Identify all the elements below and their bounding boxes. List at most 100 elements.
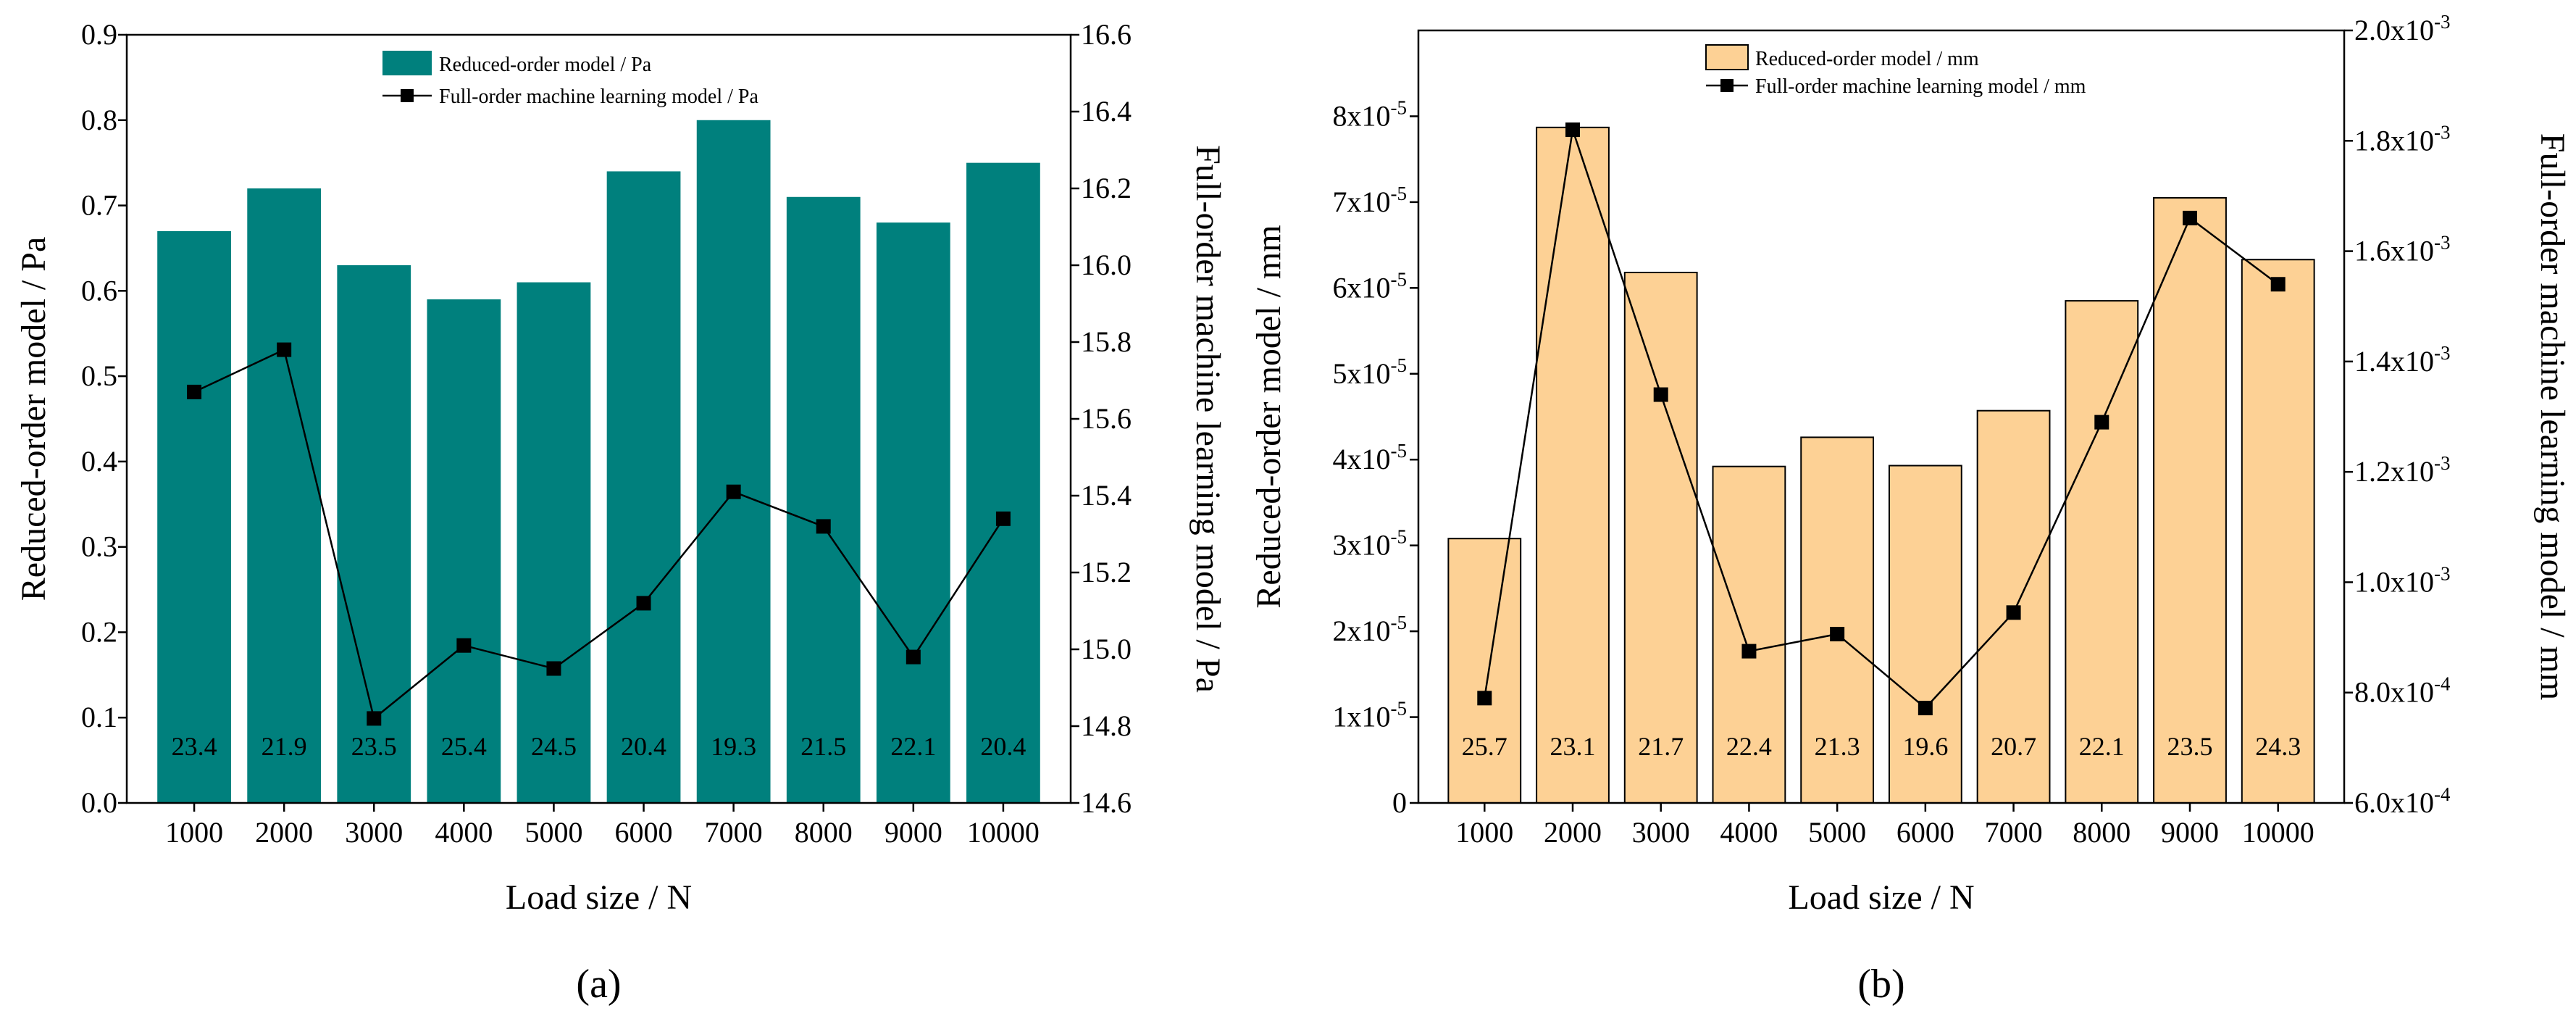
bar-label: 21.3	[1815, 732, 1860, 761]
legend-label: Reduced-order model / Pa	[439, 54, 652, 76]
y2-tick-label-base: 1.2x10	[2354, 455, 2434, 488]
y-tick-label-exp: -5	[1391, 612, 1408, 633]
y2-tick-label: 1.0x10-3	[2354, 562, 2451, 598]
y2-tick-label: 16.6	[1081, 18, 1132, 51]
y-tick-label-base: 5x10	[1333, 357, 1391, 390]
y2-tick-label-base: 1.0x10	[2354, 565, 2434, 598]
line-point	[1830, 627, 1845, 642]
bar-label: 25.7	[1462, 732, 1507, 761]
legend-swatch-marker	[1720, 79, 1734, 92]
x-tick-label: 2000	[255, 816, 313, 849]
x-tick-label: 8000	[2073, 816, 2130, 849]
y-tick-label-exp: -5	[1391, 268, 1408, 290]
bar-label: 24.3	[2255, 732, 2301, 761]
y2-tick-label-exp: -3	[2434, 562, 2451, 584]
y2-tick-label: 15.2	[1081, 556, 1132, 588]
bar-label: 21.9	[262, 732, 307, 761]
line-point	[2006, 605, 2021, 620]
y2-tick-label: 16.2	[1081, 172, 1132, 204]
line-point	[1653, 387, 1668, 402]
y2-tick-label: 2.0x10-3	[2354, 11, 2451, 46]
bar	[786, 196, 861, 803]
bar-label: 22.1	[890, 732, 936, 761]
y-tick-label-exp: -5	[1391, 440, 1408, 462]
bar-label: 23.1	[1550, 732, 1596, 761]
y-tick-label-exp: -5	[1391, 526, 1408, 548]
y-tick-label: 3x10-5	[1333, 526, 1408, 562]
y2-tick-label: 15.4	[1081, 479, 1132, 512]
y-tick-label-base: 6x10	[1333, 271, 1391, 304]
bar-label: 23.4	[172, 732, 217, 761]
y-tick-label: 5x10-5	[1333, 354, 1408, 390]
line-series	[1484, 129, 2279, 709]
y-tick-label: 6x10-5	[1333, 268, 1408, 304]
bar	[517, 282, 591, 803]
y2-tick-label-base: 8.0x10	[2354, 676, 2434, 709]
x-tick-label: 5000	[524, 816, 582, 849]
y-tick-label: 7x10-5	[1333, 183, 1408, 218]
x-tick-label: 5000	[1808, 816, 1866, 849]
y2-tick-label-base: 1.6x10	[2354, 235, 2434, 267]
bar-label: 22.1	[2079, 732, 2125, 761]
y2-tick-label-exp: -4	[2434, 783, 2451, 805]
x-tick-label: 6000	[615, 816, 673, 849]
y-tick-label: 0.9	[81, 18, 117, 51]
y-tick-label: 2x10-5	[1333, 612, 1408, 647]
y2-tick-label: 8.0x10-4	[2354, 673, 2451, 709]
bar	[876, 222, 950, 804]
x-tick-label: 9000	[885, 816, 942, 849]
line-point	[456, 638, 472, 653]
x-tick-label: 7000	[705, 816, 763, 849]
y-tick-label: 0	[1392, 786, 1407, 819]
bar	[966, 162, 1040, 803]
line-point	[1477, 691, 1492, 706]
y-tick-label-base: 0	[1392, 786, 1407, 819]
y-tick-label-base: 3x10	[1333, 529, 1391, 562]
bar	[2153, 196, 2227, 804]
bar-label: 22.4	[1726, 732, 1772, 761]
panel-caption: (a)	[576, 962, 621, 1007]
y-tick-label: 0.7	[81, 189, 117, 222]
y2-tick-label: 16.0	[1081, 249, 1132, 281]
bar-label: 20.4	[621, 732, 666, 761]
y-tick-label: 0.2	[81, 615, 117, 648]
x-axis-title: Load size / N	[506, 878, 692, 917]
y2-tick-label-base: 1.4x10	[2354, 345, 2434, 378]
bar	[606, 171, 681, 803]
y2-tick-label: 14.6	[1081, 786, 1132, 819]
y-tick-label: 0.0	[81, 786, 117, 819]
line-point	[187, 384, 202, 399]
line-point	[636, 596, 651, 611]
bar-label: 21.5	[800, 732, 846, 761]
bar-label: 20.4	[980, 732, 1026, 761]
bar-label: 24.5	[531, 732, 577, 761]
y2-tick-label-exp: -3	[2434, 121, 2451, 143]
legend-label: Full-order machine learning model / mm	[1755, 75, 2086, 98]
x-tick-label: 1000	[1455, 816, 1513, 849]
legend-label: Full-order machine learning model / Pa	[439, 86, 758, 108]
line-point	[1565, 122, 1580, 138]
bar	[1536, 126, 1610, 804]
y-tick-label: 8x10-5	[1333, 96, 1408, 132]
y-tick-label: 0.4	[81, 445, 117, 478]
y-tick-label-exp: -5	[1391, 698, 1408, 720]
bar	[1447, 538, 1522, 804]
y-tick-label-base: 2x10	[1333, 615, 1391, 647]
x-tick-label: 2000	[1544, 816, 1602, 849]
y-tick-label-base: 4x10	[1333, 443, 1391, 475]
line-point	[726, 484, 741, 499]
bar	[427, 299, 501, 804]
x-tick-label: 10000	[967, 816, 1040, 849]
bar-label: 19.3	[711, 732, 756, 761]
x-tick-label: 10000	[2242, 816, 2314, 849]
legend-label: Reduced-order model / mm	[1755, 48, 1979, 70]
y-tick-label: 1x10-5	[1333, 698, 1408, 733]
x-tick-label: 1000	[165, 816, 223, 849]
y2-tick-label: 1.4x10-3	[2354, 342, 2451, 378]
legend-swatch-marker	[401, 89, 414, 102]
panel-caption: (b)	[1857, 962, 1904, 1007]
plot-frame	[1417, 29, 2346, 804]
y2-tick-label-exp: -3	[2434, 342, 2451, 364]
bar	[157, 230, 231, 803]
